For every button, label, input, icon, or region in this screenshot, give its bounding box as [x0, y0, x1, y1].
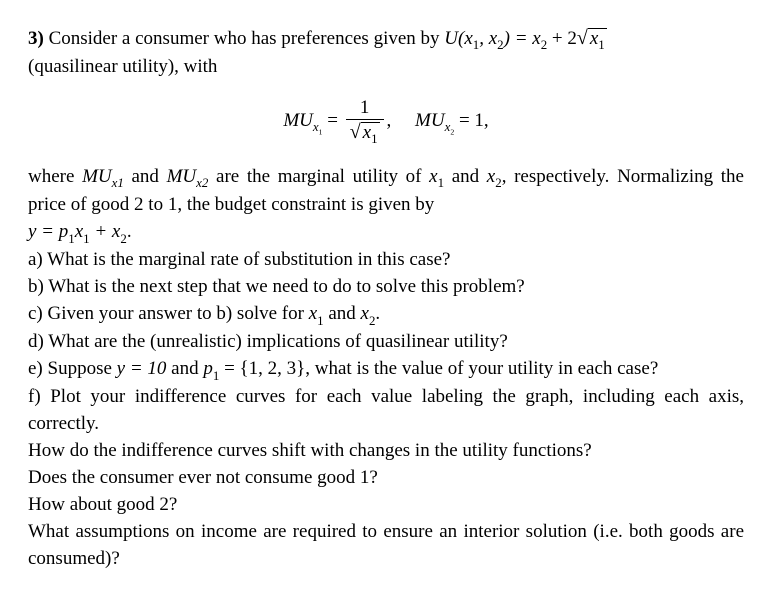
budget-x1: x: [75, 221, 83, 242]
part-b: b) What is the next step that we need to…: [28, 274, 744, 301]
intro-text-2: (quasilinear utility), with: [28, 56, 217, 77]
problem-intro: 3) Consider a consumer who has preferenc…: [28, 24, 744, 81]
question-3: How about good 2?: [28, 492, 744, 519]
c-pre: c) Given your answer to b) solve for: [28, 303, 309, 324]
budget-p1s: 1: [68, 231, 74, 246]
budget-y: y = p: [28, 221, 68, 242]
mu2-sym: MU: [415, 110, 445, 131]
part-e: e) Suppose y = 10 and p1 = {1, 2, 3}, wh…: [28, 356, 744, 384]
sqrt-icon: √x1: [350, 120, 380, 146]
question-2: Does the consumer ever not consume good …: [28, 465, 744, 492]
where-mu1-sub: x1: [112, 175, 124, 190]
c-end: .: [375, 303, 380, 324]
where-t1: where: [28, 166, 82, 187]
c-x2: x: [361, 303, 369, 324]
where-clause: where MUx1 and MUx2 are the marginal uti…: [28, 164, 744, 219]
where-t2: and: [124, 166, 167, 187]
u-lhs-sub1: 1: [473, 37, 479, 52]
frac-num: 1: [346, 97, 384, 120]
frac-den-var: x: [363, 122, 371, 143]
where-x1-sub: 1: [438, 175, 444, 190]
u-lhs-sub2: 2: [497, 37, 503, 52]
where-x2-sub: 2: [495, 175, 501, 190]
u-sqrt-sub: 1: [598, 37, 604, 52]
c-x2s: 2: [369, 313, 375, 328]
problem-number: 3): [28, 28, 44, 49]
eq2: = 1,: [454, 110, 488, 131]
question-1: How do the indifference curves shift wit…: [28, 438, 744, 465]
where-x2: x: [487, 166, 495, 187]
where-mu1: MU: [82, 166, 112, 187]
mu1-sym: MU: [283, 110, 313, 131]
e-set: = {1, 2, 3}: [219, 358, 305, 379]
e-ps: 1: [213, 368, 219, 383]
u-comma: , x: [479, 28, 497, 49]
c-x1: x: [309, 303, 317, 324]
where-mu2: MU: [167, 166, 197, 187]
where-t3: are the marginal utility of: [208, 166, 429, 187]
u-lhs: U(x: [444, 28, 472, 49]
part-c: c) Given your answer to b) solve for x1 …: [28, 301, 744, 329]
part-f: f) Plot your indifference curves for eac…: [28, 384, 744, 438]
where-t4: and: [444, 166, 487, 187]
u-plus: + 2: [547, 28, 577, 49]
e-rest: , what is the value of your utility in e…: [305, 358, 658, 379]
where-x1: x: [429, 166, 437, 187]
e-p: p: [203, 358, 213, 379]
e-y: y = 10: [117, 358, 167, 379]
fraction: 1√x1: [346, 97, 384, 146]
frac-den-sub: 1: [371, 131, 377, 146]
budget-plus: + x: [90, 221, 121, 242]
sqrt-icon: √x1: [577, 24, 607, 53]
eq1: =: [322, 110, 342, 131]
budget-line: y = p1x1 + x2.: [28, 219, 744, 247]
u-rhs: ) = x: [504, 28, 541, 49]
e-pre: e) Suppose: [28, 358, 117, 379]
intro-text-1: Consider a consumer who has preferences …: [49, 28, 445, 49]
c-x1s: 1: [317, 313, 323, 328]
u-rhs-sub2: 2: [541, 37, 547, 52]
question-4: What assumptions on income are required …: [28, 519, 744, 573]
c-and: and: [324, 303, 361, 324]
budget-dot: .: [127, 221, 132, 242]
mu2-subsub: 2: [450, 128, 454, 137]
equation-block: MUx1 = 1√x1, MUx2 = 1,: [28, 97, 744, 146]
eq-comma: ,: [387, 110, 392, 131]
e-and: and: [166, 358, 203, 379]
part-a: a) What is the marginal rate of substitu…: [28, 247, 744, 274]
where-mu2-sub: x2: [196, 175, 208, 190]
part-d: d) What are the (unrealistic) implicatio…: [28, 329, 744, 356]
budget-x1s: 1: [83, 231, 89, 246]
mu1-subsub: 1: [319, 128, 323, 137]
budget-x2s: 2: [120, 231, 126, 246]
